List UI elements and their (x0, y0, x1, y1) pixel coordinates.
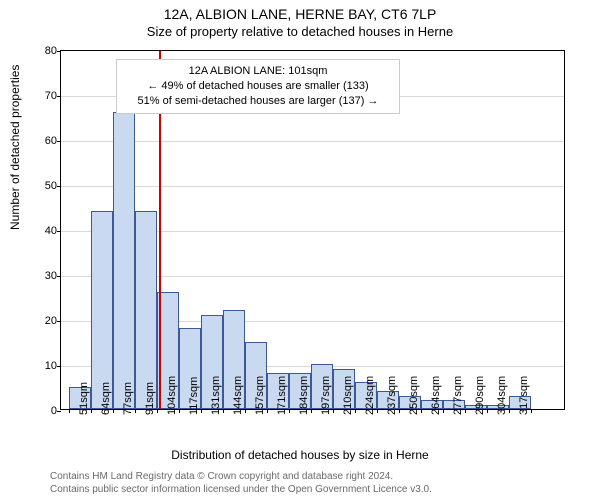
x-tick-label: 184sqm (298, 376, 310, 415)
histogram-bar (91, 211, 113, 409)
x-tick-mark (135, 409, 136, 413)
x-tick-mark (531, 409, 532, 413)
x-tick-label: 237sqm (386, 376, 398, 415)
y-tick-mark (57, 276, 61, 277)
x-tick-label: 117sqm (188, 377, 200, 415)
x-tick-label: 131sqm (210, 376, 222, 415)
gridline (61, 141, 564, 142)
attribution: Contains HM Land Registry data © Crown c… (50, 470, 432, 496)
y-tick-mark (57, 186, 61, 187)
histogram-bar (135, 211, 157, 409)
y-tick-mark (57, 96, 61, 97)
x-tick-label: 144sqm (232, 376, 244, 415)
x-tick-mark (91, 409, 92, 413)
page-subtitle: Size of property relative to detached ho… (0, 22, 600, 39)
annotation-line: 51% of semi-detached houses are larger (… (123, 94, 393, 109)
x-tick-mark (377, 409, 378, 413)
histogram-chart: 0102030405060708051sqm64sqm77sqm91sqm104… (60, 50, 565, 410)
x-tick-label: 77sqm (122, 382, 134, 415)
x-tick-label: 224sqm (364, 376, 376, 415)
annotation-box: 12A ALBION LANE: 101sqm← 49% of detached… (116, 59, 400, 114)
y-tick-mark (57, 141, 61, 142)
x-tick-mark (245, 409, 246, 413)
x-tick-label: 277sqm (452, 376, 464, 415)
x-tick-mark (267, 409, 268, 413)
x-tick-mark (201, 409, 202, 413)
x-tick-mark (289, 409, 290, 413)
x-tick-mark (157, 409, 158, 413)
x-tick-label: 290sqm (474, 376, 486, 415)
x-tick-label: 64sqm (100, 382, 112, 415)
x-tick-label: 157sqm (254, 376, 266, 415)
y-axis-label: Number of detached properties (8, 65, 22, 230)
x-tick-mark (179, 409, 180, 413)
y-tick-mark (57, 51, 61, 52)
x-tick-mark (311, 409, 312, 413)
attribution-line: Contains HM Land Registry data © Crown c… (50, 470, 432, 483)
x-tick-mark (443, 409, 444, 413)
x-tick-mark (509, 409, 510, 413)
y-tick-mark (57, 366, 61, 367)
attribution-line: Contains public sector information licen… (50, 483, 432, 496)
x-tick-label: 304sqm (496, 376, 508, 415)
x-tick-mark (355, 409, 356, 413)
x-tick-label: 264sqm (430, 376, 442, 415)
x-tick-mark (399, 409, 400, 413)
x-tick-label: 317sqm (518, 376, 530, 415)
y-tick-mark (57, 411, 61, 412)
annotation-line: ← 49% of detached houses are smaller (13… (123, 79, 393, 94)
x-tick-mark (487, 409, 488, 413)
x-tick-label: 171sqm (276, 376, 288, 415)
x-tick-label: 104sqm (166, 376, 178, 415)
x-tick-mark (223, 409, 224, 413)
y-tick-mark (57, 231, 61, 232)
x-tick-mark (69, 409, 70, 413)
histogram-bar (113, 112, 135, 409)
x-tick-label: 197sqm (320, 376, 332, 415)
page-title: 12A, ALBION LANE, HERNE BAY, CT6 7LP (0, 0, 600, 22)
x-tick-mark (465, 409, 466, 413)
x-tick-label: 250sqm (408, 376, 420, 415)
x-tick-mark (421, 409, 422, 413)
x-tick-label: 210sqm (342, 376, 354, 415)
annotation-line: 12A ALBION LANE: 101sqm (123, 64, 393, 79)
x-tick-label: 91sqm (144, 382, 156, 415)
x-axis-label: Distribution of detached houses by size … (0, 448, 600, 462)
x-tick-label: 51sqm (78, 382, 90, 415)
x-tick-mark (113, 409, 114, 413)
chart-container: 0102030405060708051sqm64sqm77sqm91sqm104… (60, 50, 565, 410)
y-tick-mark (57, 321, 61, 322)
gridline (61, 186, 564, 187)
x-tick-mark (333, 409, 334, 413)
